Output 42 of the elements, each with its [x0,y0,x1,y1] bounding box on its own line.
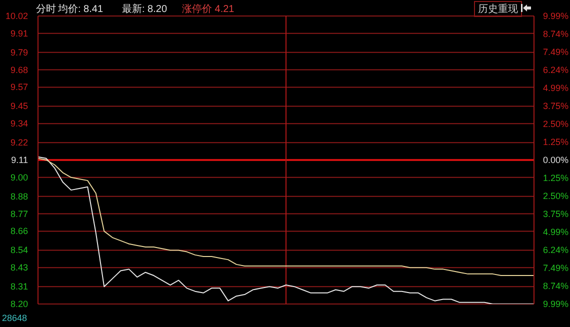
y2-tick-label: 3.75% [543,100,569,111]
y-tick-label: 9.00 [10,172,28,182]
y-tick-label: 10.02 [5,11,28,21]
y2-tick-label: 4.99% [543,226,569,237]
y2-tick-label: 6.24% [543,244,569,255]
line-series [38,158,534,276]
y2-tick-label: 1.25% [543,173,569,184]
y-tick-label: 8.43 [10,262,28,273]
y2-tick-label: 3.75% [543,209,569,220]
y2-tick-label: 0.00% [543,155,569,165]
y-tick-label: 9.11 [11,155,28,165]
text: 历史重现 [474,1,522,17]
y2-tick-label: 7.49% [543,262,569,273]
y2-tick-label: 2.50% [543,118,569,129]
line-series [38,156,534,304]
y2-tick-label: 6.24% [543,65,569,76]
y-tick-label: 9.45 [10,101,28,112]
y-tick-label: 8.66 [10,226,28,236]
y-tick-label: 8.54 [10,245,28,256]
y-tick-label: 9.68 [10,64,28,75]
y-tick-label: 8.31 [10,282,28,292]
y-tick-label: 9.34 [10,118,28,129]
y-tick-label: 9.57 [10,82,28,92]
y2-tick-label: 7.49% [543,47,569,58]
y-tick-label: 9.22 [10,138,28,148]
y2-tick-label: 2.50% [543,191,569,202]
text: 最新: 8.20 [122,2,168,16]
y2-tick-label: 9.99% [543,11,569,21]
y2-tick-label: 1.25% [543,136,569,147]
text: 均价: 8.41 [58,3,104,16]
y2-tick-label: 4.99% [543,83,569,94]
y2-tick-label: 8.74% [543,280,569,291]
text: 涨停价 4.21 [182,2,234,16]
y-tick-label: 8.88 [10,191,28,202]
y-tick-label: 9.91 [10,28,28,38]
y2-tick-label: 9.99% [543,299,569,309]
y2-tick-label: 8.74% [543,29,569,40]
text: 28648 [2,313,28,323]
y-tick-label: 8.77 [10,208,28,219]
chart-title: 分时 [36,2,56,16]
y-tick-label: 9.79 [10,47,28,58]
y-tick-label: 8.20 [10,299,28,309]
